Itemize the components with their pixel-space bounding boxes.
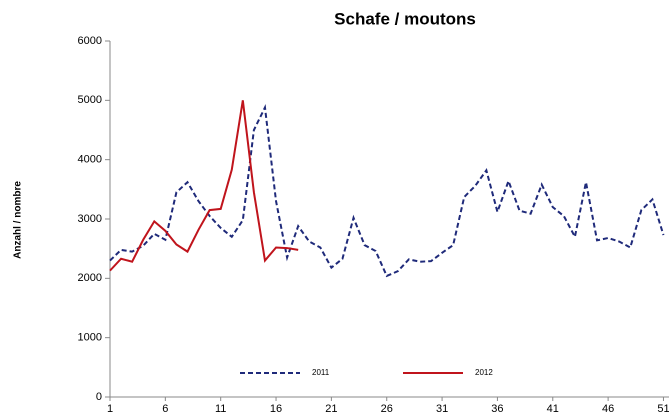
x-tick-label: 11 xyxy=(215,403,226,415)
x-tick-label: 1 xyxy=(107,403,113,415)
x-tick-label: 46 xyxy=(602,403,614,415)
x-tick-label: 36 xyxy=(491,403,503,415)
legend-label: 2011 xyxy=(312,368,330,377)
x-tick-label: 21 xyxy=(325,403,337,415)
y-tick-label: 3000 xyxy=(78,213,102,225)
y-tick-label: 6000 xyxy=(78,35,102,47)
y-tick-label: 1000 xyxy=(78,332,102,344)
legend-label: 2012 xyxy=(475,368,493,377)
x-tick-label: 6 xyxy=(162,403,168,415)
series-line xyxy=(109,103,665,278)
chart-title: Schafe / moutons xyxy=(334,9,476,28)
y-tick-label: 0 xyxy=(96,391,102,403)
x-tick-label: 41 xyxy=(547,403,559,415)
y-axis-label: Anzahl / nombre xyxy=(13,181,24,259)
x-tick-label: 26 xyxy=(381,403,393,415)
y-tick-label: 2000 xyxy=(78,272,102,284)
x-tick-label: 16 xyxy=(270,403,282,415)
y-tick-label: 5000 xyxy=(78,94,102,106)
y-tick-label: 4000 xyxy=(78,154,102,166)
x-tick-label: 51 xyxy=(657,403,669,415)
series-line xyxy=(109,100,299,272)
x-tick-label: 31 xyxy=(436,403,448,415)
